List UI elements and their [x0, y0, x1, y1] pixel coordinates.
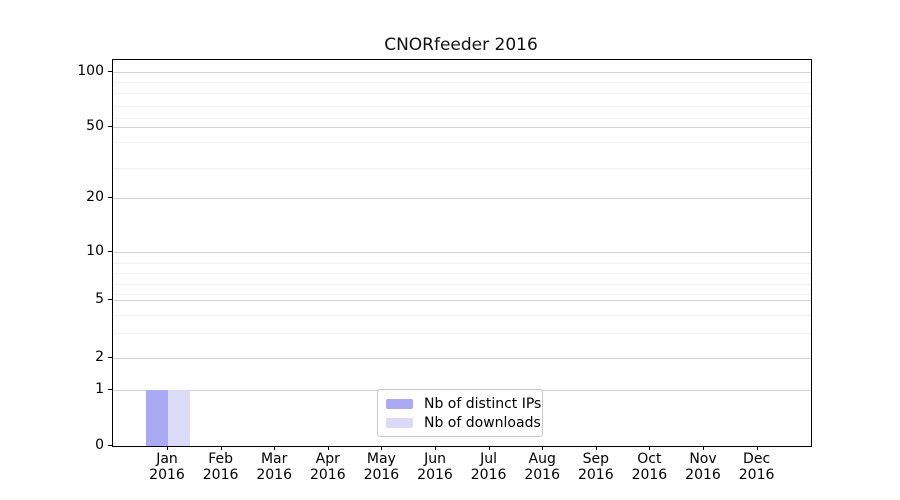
x-tick-month: Jun [424, 451, 446, 467]
y-tick-mark [108, 197, 112, 198]
y-tick-mark [108, 445, 112, 446]
x-tick-month: Aug [528, 451, 556, 467]
y-tick-mark [108, 71, 112, 72]
x-tick-label: Sep 2016 [566, 451, 626, 483]
y-tick-label: 100 [77, 63, 104, 79]
x-tick-month: Mar [260, 451, 288, 467]
gridline-minor [113, 333, 811, 334]
x-tick-label: Nov 2016 [673, 451, 733, 483]
x-tick-label: Mar 2016 [244, 451, 304, 483]
x-tick-label: Jul 2016 [459, 451, 519, 483]
x-tick-mark [274, 446, 276, 450]
y-tick-label: 5 [95, 291, 104, 307]
x-tick-month: Feb [208, 451, 233, 467]
x-tick-label: Feb 2016 [191, 451, 251, 483]
x-tick-mark [542, 446, 544, 450]
x-tick-month: Jul [480, 451, 498, 467]
legend-label: Nb of distinct IPs [424, 395, 542, 412]
x-tick-year: 2016 [738, 467, 775, 483]
gridline-minor [113, 106, 811, 107]
y-tick-label: 0 [95, 437, 104, 453]
gridline-major [113, 358, 811, 359]
x-tick-year: 2016 [149, 467, 185, 483]
x-tick-mark [327, 446, 329, 450]
legend: Nb of distinct IPs Nb of downloads [377, 389, 543, 437]
gridline-major [113, 198, 811, 199]
gridline-minor [113, 168, 811, 169]
x-tick-mark [488, 446, 490, 450]
x-tick-year: 2016 [577, 467, 614, 483]
x-tick-month: Sep [582, 451, 609, 467]
x-tick-label: May 2016 [351, 451, 411, 483]
y-tick-mark [108, 357, 112, 358]
x-tick-mark [649, 446, 651, 450]
gridline-major [113, 72, 811, 73]
x-tick-label: Aug 2016 [512, 451, 572, 483]
x-tick-label: Apr 2016 [298, 451, 358, 483]
x-tick-label: Jun 2016 [405, 451, 465, 483]
x-tick-month: Apr [315, 451, 340, 467]
gridline-minor [113, 142, 811, 143]
x-tick-mark [703, 446, 704, 450]
x-tick-label: Oct 2016 [619, 451, 679, 483]
gridline-minor [113, 82, 811, 83]
gridline-minor [113, 263, 811, 264]
legend-item: Nb of downloads [386, 415, 541, 431]
x-tick-month: Dec [743, 451, 771, 467]
y-tick-mark [108, 299, 112, 300]
x-tick-mark [595, 446, 597, 450]
x-tick-mark [167, 446, 168, 450]
chart-title: CNORfeeder 2016 [384, 35, 538, 55]
gridline-minor [113, 273, 811, 274]
x-tick-year: 2016 [417, 467, 453, 483]
x-tick-year: 2016 [202, 467, 239, 483]
x-tick-month: Jan [156, 451, 178, 467]
legend-label: Nb of downloads [424, 414, 541, 431]
gridline-minor [113, 315, 811, 316]
y-tick-mark [108, 389, 112, 390]
y-tick-label: 50 [86, 118, 104, 134]
x-tick-mark [381, 446, 383, 450]
gridline-major [113, 300, 811, 301]
x-tick-mark [756, 446, 758, 450]
x-tick-month: Nov [689, 451, 717, 467]
x-tick-year: 2016 [631, 467, 668, 483]
y-tick-label: 2 [95, 349, 104, 365]
gridline-minor [113, 294, 811, 295]
x-tick-year: 2016 [470, 467, 507, 483]
x-tick-year: 2016 [309, 467, 346, 483]
y-tick-label: 20 [86, 189, 104, 205]
x-tick-year: 2016 [524, 467, 560, 483]
legend-swatch [386, 417, 413, 428]
bar-nb-of-downloads [168, 390, 190, 446]
x-tick-year: 2016 [363, 467, 400, 483]
x-tick-mark [220, 446, 222, 450]
bar-nb-of-distinct-ips [146, 390, 168, 446]
plot-area [112, 59, 812, 447]
y-tick-mark [108, 251, 112, 252]
gridline-major [113, 127, 811, 128]
x-tick-month: Oct [637, 451, 662, 467]
x-tick-month: May [366, 451, 396, 467]
gridline-minor [113, 118, 811, 119]
x-tick-label: Jan 2016 [137, 451, 197, 483]
gridline-minor [113, 93, 811, 94]
legend-swatch [386, 398, 413, 409]
y-tick-label: 10 [86, 243, 104, 259]
gridline-minor [113, 284, 811, 285]
y-tick-mark [108, 126, 112, 127]
y-tick-label: 1 [95, 381, 104, 397]
x-tick-label: Dec 2016 [727, 451, 787, 483]
x-tick-year: 2016 [685, 467, 721, 483]
x-tick-mark [435, 446, 436, 450]
x-tick-year: 2016 [256, 467, 292, 483]
gridline-major [113, 252, 811, 253]
legend-item: Nb of distinct IPs [386, 396, 541, 412]
